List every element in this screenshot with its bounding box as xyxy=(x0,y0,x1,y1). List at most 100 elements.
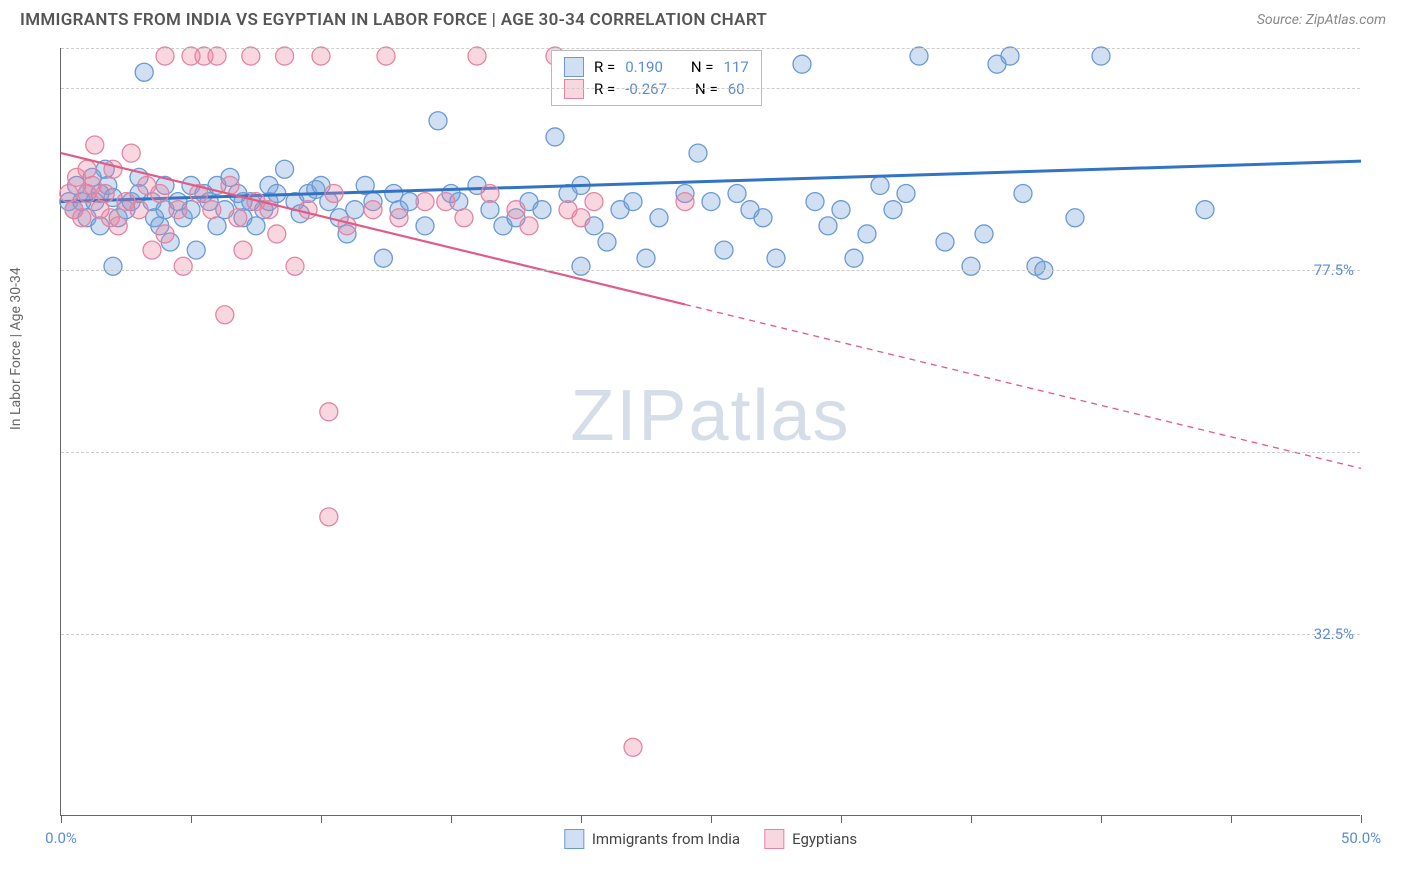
chart-plot-area: ZIPatlas R = 0.190 N = 117 R = -0.267 N … xyxy=(60,48,1360,816)
data-point xyxy=(174,257,192,275)
data-point xyxy=(1001,47,1019,65)
data-point xyxy=(187,241,205,259)
data-point xyxy=(728,185,746,203)
data-point xyxy=(624,738,642,756)
x-tick xyxy=(1101,815,1102,823)
data-point xyxy=(60,185,78,203)
data-point xyxy=(208,217,226,235)
source-attribution: Source: ZipAtlas.com xyxy=(1257,12,1386,28)
data-point xyxy=(754,209,772,227)
data-point xyxy=(320,508,338,526)
data-point xyxy=(276,160,294,178)
gridline-horizontal xyxy=(61,270,1360,271)
data-point xyxy=(572,209,590,227)
x-tick xyxy=(61,815,62,823)
x-tick xyxy=(841,815,842,823)
data-point xyxy=(377,47,395,65)
data-point xyxy=(437,193,455,211)
data-point xyxy=(546,128,564,146)
data-point xyxy=(455,209,473,227)
data-point xyxy=(936,233,954,251)
data-point xyxy=(242,47,260,65)
data-point xyxy=(1196,201,1214,219)
x-tick xyxy=(711,815,712,823)
data-point xyxy=(715,241,733,259)
data-point xyxy=(247,217,265,235)
data-point xyxy=(416,193,434,211)
data-point xyxy=(429,112,447,130)
x-tick xyxy=(1231,815,1232,823)
data-point xyxy=(468,47,486,65)
data-point xyxy=(533,201,551,219)
data-point xyxy=(151,185,169,203)
data-point xyxy=(86,136,104,154)
data-point xyxy=(286,257,304,275)
data-point xyxy=(320,403,338,421)
data-point xyxy=(104,160,122,178)
swatch-india-bottom xyxy=(564,829,584,849)
data-point xyxy=(325,185,343,203)
chart-title: IMMIGRANTS FROM INDIA VS EGYPTIAN IN LAB… xyxy=(20,10,767,30)
legend-item-india: Immigrants from India xyxy=(564,829,740,849)
data-point xyxy=(624,193,642,211)
data-point xyxy=(104,257,122,275)
data-point xyxy=(572,257,590,275)
gridline-horizontal xyxy=(61,634,1360,635)
data-point xyxy=(109,217,127,235)
gridline-horizontal xyxy=(61,452,1360,453)
data-point xyxy=(819,217,837,235)
header-bar: IMMIGRANTS FROM INDIA VS EGYPTIAN IN LAB… xyxy=(0,0,1406,34)
data-point xyxy=(122,144,140,162)
data-point xyxy=(276,47,294,65)
data-point xyxy=(338,217,356,235)
data-point xyxy=(374,249,392,267)
data-point xyxy=(676,193,694,211)
gridline-horizontal xyxy=(61,88,1360,89)
correlation-legend: R = 0.190 N = 117 R = -0.267 N = 60 xyxy=(551,50,762,106)
data-point xyxy=(135,63,153,81)
data-point xyxy=(390,209,408,227)
swatch-india xyxy=(564,57,584,77)
data-point xyxy=(598,233,616,251)
data-point xyxy=(650,209,668,227)
data-point xyxy=(208,47,226,65)
data-point xyxy=(507,201,525,219)
data-point xyxy=(364,201,382,219)
x-tick xyxy=(971,815,972,823)
data-point xyxy=(299,201,317,219)
x-tick xyxy=(451,815,452,823)
data-point xyxy=(312,47,330,65)
data-point xyxy=(962,257,980,275)
y-tick-label: 77.5% xyxy=(1314,261,1354,279)
y-tick-label: 32.5% xyxy=(1314,625,1354,643)
data-point xyxy=(156,47,174,65)
data-point xyxy=(216,306,234,324)
regression-line-dashed xyxy=(685,304,1361,468)
data-point xyxy=(73,209,91,227)
data-point xyxy=(910,47,928,65)
data-point xyxy=(268,225,286,243)
x-tick-label: 50.0% xyxy=(1341,829,1381,847)
data-point xyxy=(78,160,96,178)
data-point xyxy=(897,185,915,203)
data-point xyxy=(884,201,902,219)
data-point xyxy=(520,217,538,235)
data-point xyxy=(1092,47,1110,65)
data-point xyxy=(845,249,863,267)
data-point xyxy=(689,144,707,162)
data-point xyxy=(481,185,499,203)
data-point xyxy=(702,193,720,211)
data-point xyxy=(203,201,221,219)
data-point xyxy=(585,193,603,211)
legend-item-egyptian: Egyptians xyxy=(764,829,857,849)
data-point xyxy=(832,201,850,219)
data-point xyxy=(156,225,174,243)
data-point xyxy=(346,201,364,219)
x-tick-label: 0.0% xyxy=(45,829,77,847)
data-point xyxy=(143,241,161,259)
x-tick xyxy=(191,815,192,823)
data-point xyxy=(871,176,889,194)
data-point xyxy=(858,225,876,243)
y-axis-label: In Labor Force | Age 30-34 xyxy=(8,267,24,430)
swatch-egyptian-bottom xyxy=(764,829,784,849)
